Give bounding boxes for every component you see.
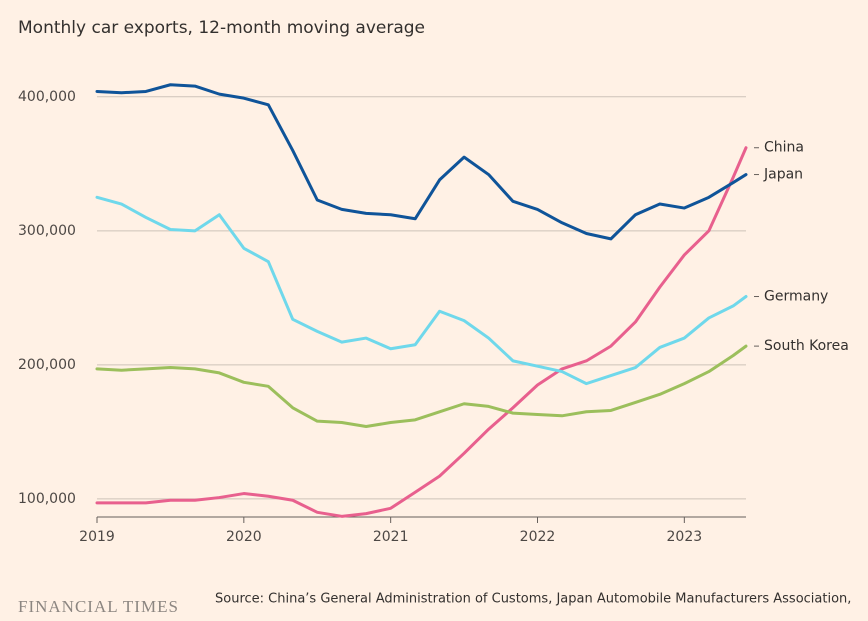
x-tick-label: 2019 <box>79 529 115 545</box>
x-tick-label: 2020 <box>226 529 262 545</box>
y-tick-label: 200,000 <box>18 357 76 373</box>
x-tick-label: 2021 <box>373 529 409 545</box>
y-tick-label: 300,000 <box>18 223 76 239</box>
y-tick-label: 100,000 <box>18 491 76 507</box>
line-series <box>95 83 748 241</box>
logo: FINANCIAL TIMES <box>18 597 179 616</box>
line-series <box>95 146 748 518</box>
chart-title: Monthly car exports, 12-month moving ave… <box>18 18 425 38</box>
y-tick-label: 400,000 <box>18 89 76 105</box>
line-series <box>95 195 748 386</box>
x-tick-label: 2022 <box>520 529 556 545</box>
legend-label: South Korea <box>764 338 849 354</box>
source: Source: China’s General Administration o… <box>215 592 851 607</box>
line-series <box>95 344 748 429</box>
legend-label: China <box>764 140 804 156</box>
legend-label: Germany <box>764 289 828 305</box>
x-tick-label: 2023 <box>667 529 703 545</box>
legend-label: Japan <box>763 167 803 183</box>
